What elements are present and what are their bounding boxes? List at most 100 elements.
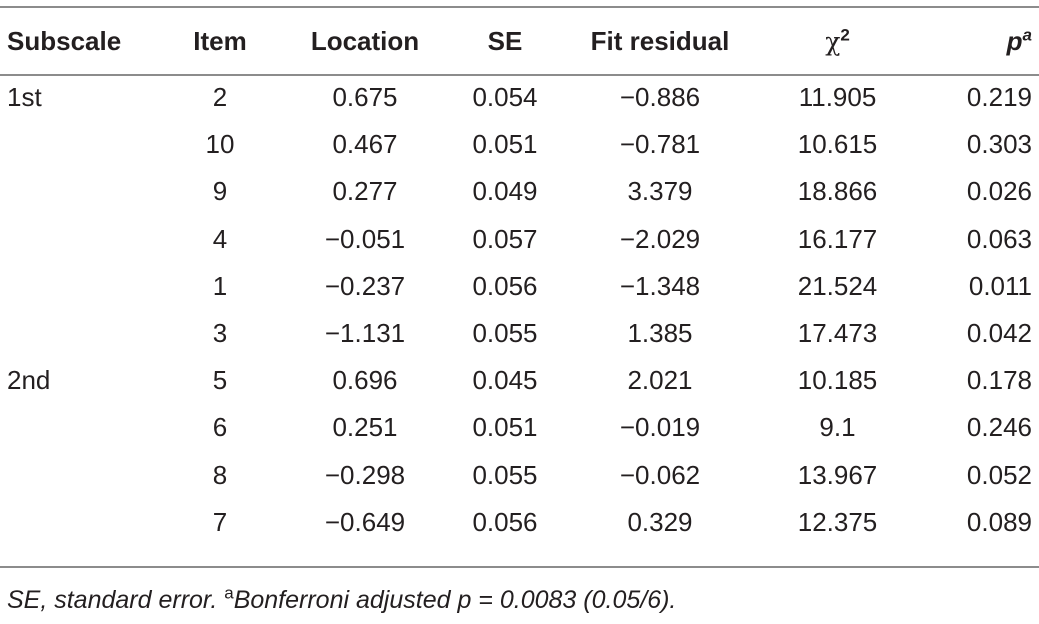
cell-p: 0.178 [966,365,1032,396]
table-row: 3 −1.131 0.055 1.385 17.473 0.042 [0,310,1039,357]
table-row: 6 0.251 0.051 −0.019 9.1 0.246 [0,404,1039,451]
cell-se: 0.051 [472,412,538,443]
footnote-text: Bonferroni adjusted p = 0.0083 (0.05/6). [233,586,677,614]
cell-p: 0.219 [966,82,1032,113]
cell-se: 0.055 [472,459,538,490]
cell-p: 0.063 [966,223,1032,254]
table-bottom-rule [0,566,1039,568]
cell-fit-residual: 1.385 [627,318,693,349]
table-row: 1st 2 0.675 0.054 −0.886 11.905 0.219 [0,74,1039,121]
cell-item: 8 [212,459,228,490]
p-symbol: p [1006,25,1023,56]
cell-se: 0.056 [472,270,538,301]
p-superscript: a [1022,24,1032,44]
cell-item: 7 [212,506,228,537]
cell-se: 0.056 [472,506,538,537]
cell-se: 0.057 [472,223,538,254]
cell-subscale [0,452,160,499]
footnote-lead: SE, standard error. [7,586,225,614]
cell-se: 0.051 [472,129,538,160]
cell-item: 10 [205,129,235,160]
header-p: pa [915,8,1039,74]
cell-subscale [0,499,160,546]
cell-chi-square: 10.185 [797,365,878,396]
cell-location: 0.467 [332,129,398,160]
cell-subscale [0,310,160,357]
header-fit-residual: Fit residual [590,25,730,56]
table-row: 1 −0.237 0.056 −1.348 21.524 0.011 [0,263,1039,310]
cell-p: 0.042 [966,318,1032,349]
cell-item: 4 [212,223,228,254]
cell-fit-residual: −1.348 [619,270,701,301]
table-body: 1st 2 0.675 0.054 −0.886 11.905 0.219 10 0.467 0.… [0,74,1039,546]
cell-item: 5 [212,365,228,396]
cell-chi-square: 17.473 [797,318,878,349]
header-chi-square: χ2 [760,8,915,74]
cell-location: 0.675 [332,82,398,113]
cell-location: −0.051 [324,223,406,254]
cell-p: 0.052 [966,459,1032,490]
table-row: 9 0.277 0.049 3.379 18.866 0.026 [0,168,1039,215]
table-row: 4 −0.051 0.057 −2.029 16.177 0.063 [0,216,1039,263]
cell-subscale [0,121,160,168]
table-row: 8 −0.298 0.055 −0.062 13.967 0.052 [0,452,1039,499]
chi-symbol: χ [825,26,841,56]
table-footnote: SE, standard error. aBonferroni adjusted… [7,583,677,615]
cell-fit-residual: −2.029 [619,223,701,254]
cell-location: 0.696 [332,365,398,396]
cell-subscale [0,216,160,263]
cell-chi-square: 9.1 [819,412,856,443]
cell-chi-square: 13.967 [797,459,878,490]
cell-fit-residual: 0.329 [627,506,693,537]
cell-location: 0.277 [332,176,398,207]
header-location: Location [310,25,420,56]
cell-fit-residual: −0.019 [619,412,701,443]
rasch-item-fit-table: Subscale Item Location SE Fit residual χ… [0,8,1039,546]
cell-chi-square: 12.375 [797,506,878,537]
cell-p: 0.089 [966,506,1032,537]
cell-item: 6 [212,412,228,443]
cell-item: 1 [212,270,228,301]
header-subscale: Subscale [7,25,122,56]
cell-location: 0.251 [332,412,398,443]
cell-p: 0.011 [968,270,1032,301]
table-header-row: Subscale Item Location SE Fit residual χ… [0,8,1039,74]
cell-subscale: 1st [7,82,42,113]
cell-p: 0.246 [966,412,1032,443]
cell-subscale [0,168,160,215]
cell-se: 0.054 [472,82,538,113]
table-header-rule [0,74,1039,76]
cell-p: 0.026 [966,176,1032,207]
cell-fit-residual: 2.021 [627,365,693,396]
table-row: 7 −0.649 0.056 0.329 12.375 0.089 [0,499,1039,546]
cell-subscale [0,404,160,451]
table-row: 2nd 5 0.696 0.045 2.021 10.185 0.178 [0,357,1039,404]
cell-location: −0.298 [324,459,406,490]
header-item: Item [193,25,247,56]
cell-item: 9 [212,176,228,207]
cell-subscale [0,263,160,310]
table-top-rule [0,6,1039,8]
chi-superscript: 2 [840,24,850,44]
cell-fit-residual: −0.781 [619,129,701,160]
cell-chi-square: 11.905 [798,82,877,113]
cell-chi-square: 10.615 [797,129,878,160]
cell-se: 0.045 [472,365,538,396]
cell-location: −1.131 [324,318,406,349]
cell-se: 0.049 [472,176,538,207]
cell-item: 2 [212,82,228,113]
footnote-marker: a [224,583,234,603]
cell-chi-square: 18.866 [797,176,878,207]
cell-location: −0.237 [324,270,406,301]
cell-subscale: 2nd [7,365,51,396]
cell-se: 0.055 [472,318,538,349]
table-row: 10 0.467 0.051 −0.781 10.615 0.303 [0,121,1039,168]
cell-fit-residual: −0.062 [619,459,701,490]
cell-item: 3 [212,318,228,349]
cell-chi-square: 16.177 [797,223,878,254]
cell-chi-square: 21.524 [797,270,878,301]
cell-p: 0.303 [966,129,1032,160]
cell-location: −0.649 [324,506,406,537]
header-se: SE [487,25,523,56]
cell-fit-residual: 3.379 [627,176,693,207]
